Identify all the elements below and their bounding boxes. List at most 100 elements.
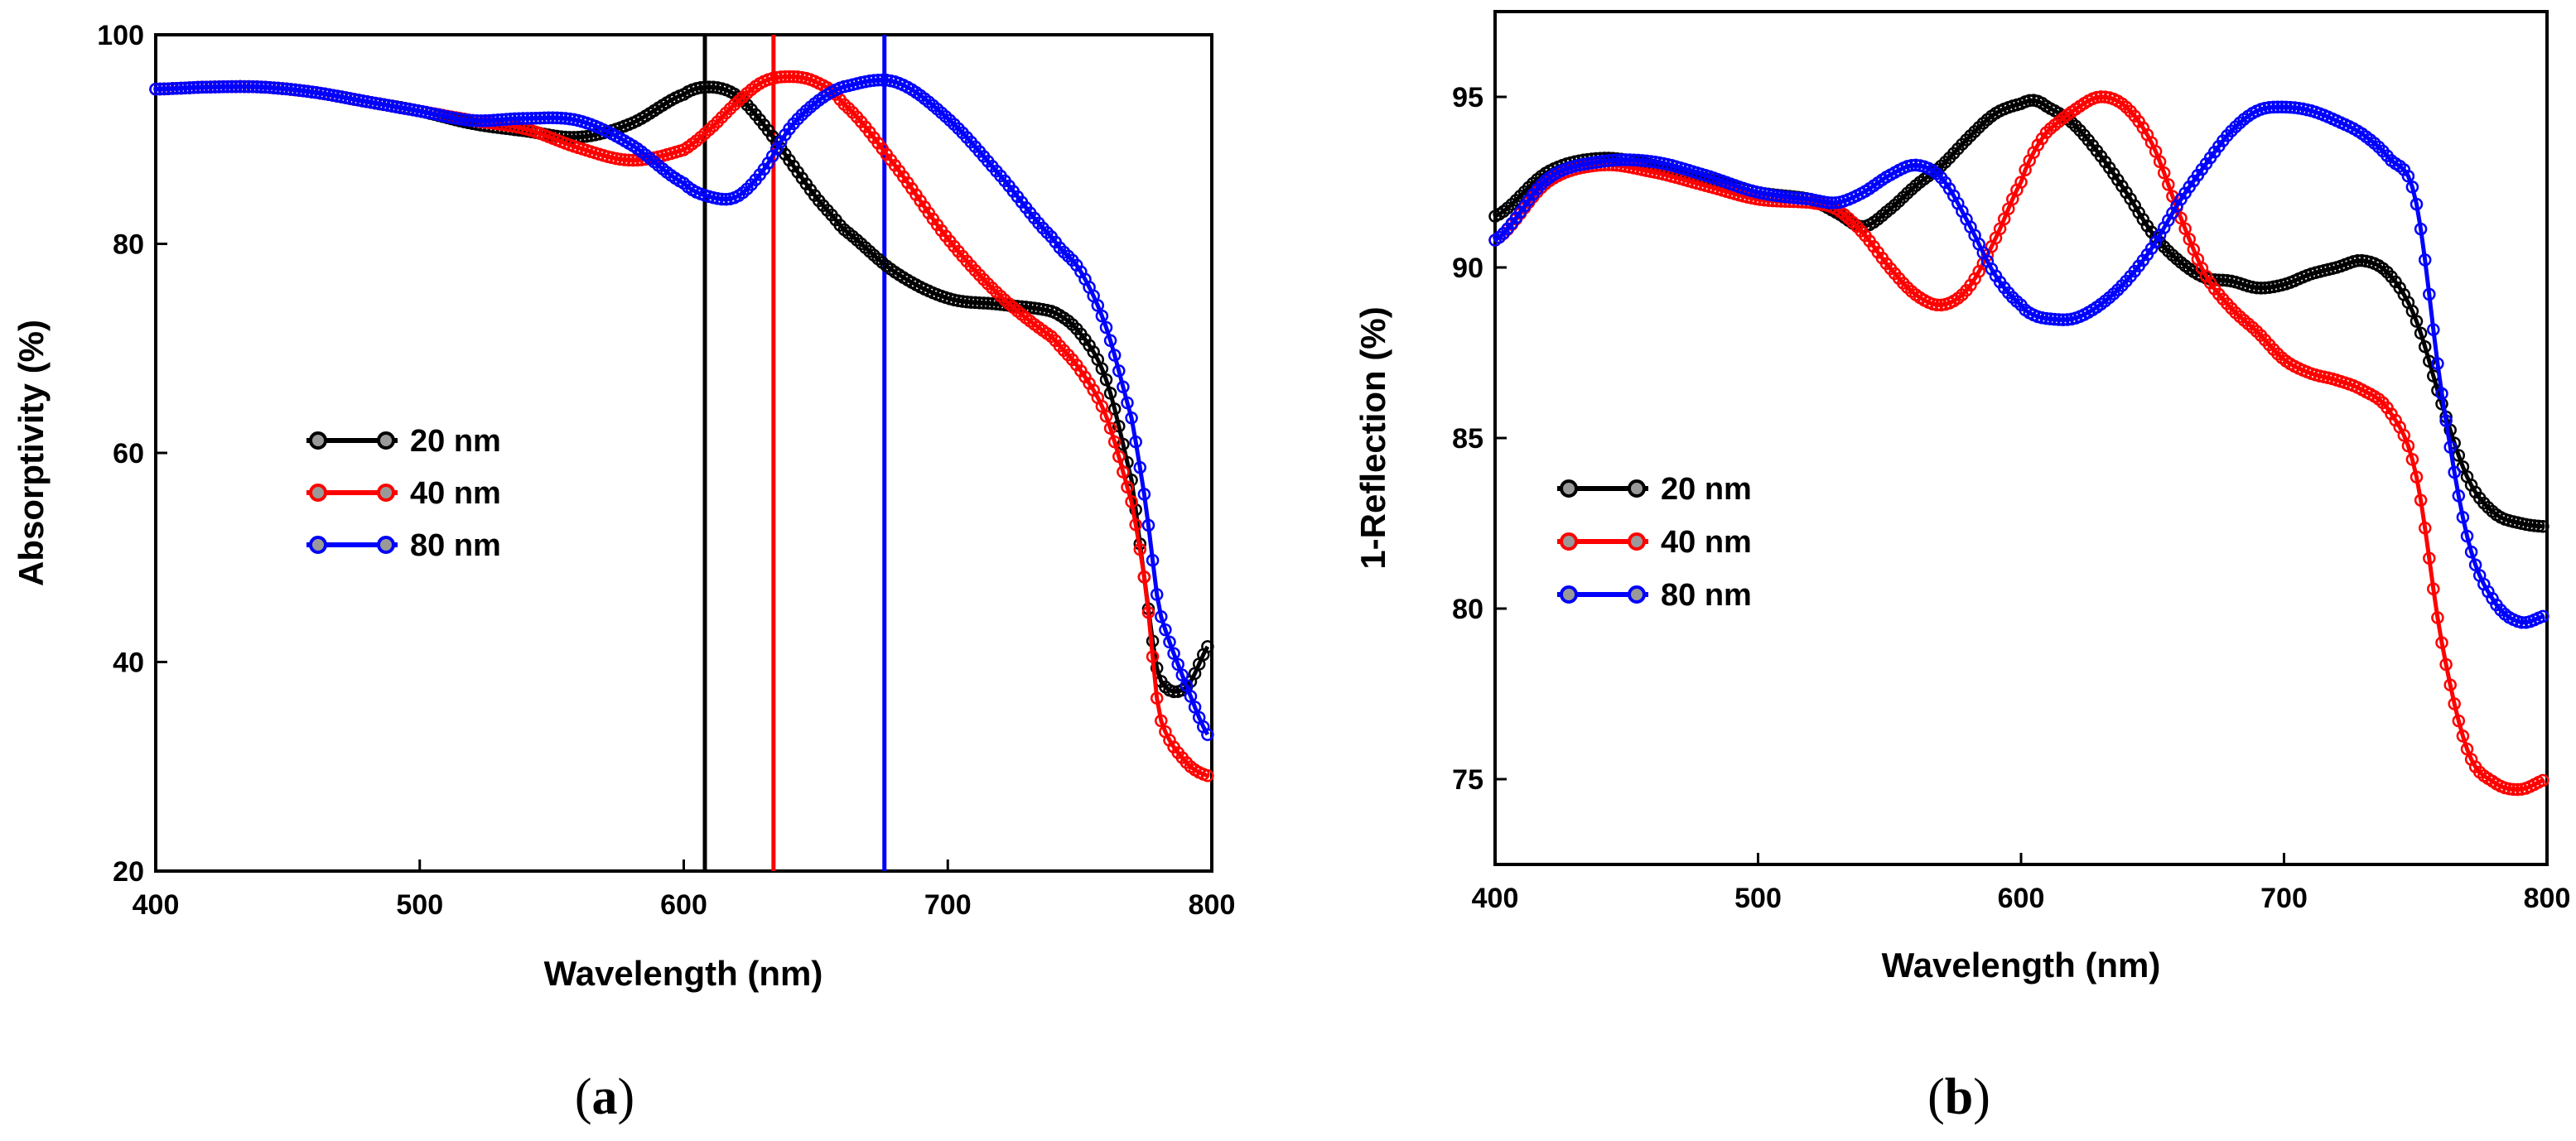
panel-a-y-axis-title: Absorptivity (%) xyxy=(12,320,51,586)
panel-a-data-point xyxy=(626,153,640,167)
panel-a-data-point xyxy=(183,81,196,94)
panel-b-x-tick-label: 800 xyxy=(2524,883,2571,914)
panel-a-data-point xyxy=(470,114,484,128)
panel-a-data-point xyxy=(174,81,188,95)
panel-b-data-point xyxy=(2532,519,2545,533)
panel-b-data-point xyxy=(1631,153,1645,167)
panel-b-data-point xyxy=(2456,510,2470,524)
panel-a-data-point xyxy=(779,70,792,84)
panel-a-series-line xyxy=(155,78,1210,736)
panel-a-data-point xyxy=(538,111,551,125)
panel-b-data-point xyxy=(2536,609,2549,623)
panel-a-data-point xyxy=(499,113,514,126)
panel-b-data-point xyxy=(2271,100,2284,114)
panel-b-y-axis-title: 1-Reflection (%) xyxy=(1353,306,1392,569)
panel-b-data-point xyxy=(2258,281,2272,295)
panel-a-data-point xyxy=(1133,542,1147,556)
panel-b-data-point xyxy=(1821,195,1835,209)
panel-b-data-point xyxy=(1800,192,1813,205)
panel-a-data-point xyxy=(1137,570,1151,584)
panel-a-data-point xyxy=(258,80,273,94)
panel-a-data-point xyxy=(702,80,716,94)
panel-b-data-point xyxy=(2057,313,2070,326)
panel-a-data-point xyxy=(1121,480,1134,494)
panel-b-data-point xyxy=(2254,282,2268,295)
panel-a-data-point xyxy=(867,74,880,87)
panel-a-data-point xyxy=(254,80,268,94)
panel-b-data-point xyxy=(2431,357,2444,370)
panel-a-data-point xyxy=(525,112,538,125)
panel-b-data-point xyxy=(1909,158,1922,172)
panel-a-data-point xyxy=(487,113,500,128)
panel-a-data-point xyxy=(1129,518,1142,532)
panel-b-data-point xyxy=(1782,190,1797,204)
panel-a-data-point xyxy=(272,81,285,95)
panel-b-data-point xyxy=(2405,453,2419,466)
panel-a-data-point xyxy=(284,83,297,96)
panel-a-data-point xyxy=(1201,640,1214,653)
panel-b-data-point xyxy=(2456,729,2470,743)
panel-a-data-point xyxy=(1167,685,1180,699)
panel-a-legend-item: 20 nm xyxy=(306,424,501,459)
panel-a-legend-item: 80 nm xyxy=(306,528,501,563)
panel-b-data-point xyxy=(2183,233,2196,246)
panel-a-data-point xyxy=(542,111,556,125)
panel-a-data-point xyxy=(1117,465,1130,479)
panel-b-x-tick-label: 400 xyxy=(1472,883,1519,914)
panel-a-data-point xyxy=(1150,691,1164,705)
panel-b-legend-item: 40 nm xyxy=(1557,525,1752,560)
panel-a-data-point xyxy=(1150,662,1164,675)
panel-b-legend-label: 20 nm xyxy=(1661,472,1752,507)
panel-a-data-point xyxy=(461,113,475,127)
panel-b-legend-marker xyxy=(1628,532,1646,551)
panel-a-data-point xyxy=(968,296,982,310)
panel-b-data-point xyxy=(1598,154,1611,168)
panel-a-data-point xyxy=(1133,460,1147,474)
panel-b-y-tick-label: 75 xyxy=(1452,764,1483,796)
panel-b-data-point xyxy=(1640,154,1653,168)
panel-a-data-point xyxy=(162,82,176,95)
panel-a-data-point xyxy=(200,80,213,94)
panel-a-data-point xyxy=(618,153,631,166)
panel-b-data-point xyxy=(2418,339,2432,354)
panel-b-y-tick-label: 80 xyxy=(1452,594,1483,625)
panel-b-data-point xyxy=(2414,222,2428,236)
panel-b-data-point xyxy=(2178,222,2192,235)
panel-a-data-point xyxy=(229,79,243,94)
panel-b-series-line xyxy=(1493,104,2544,625)
panel-a-data-point xyxy=(986,296,999,311)
panel-a-data-point xyxy=(225,79,239,94)
panel-b-legend-label: 80 nm xyxy=(1661,578,1752,613)
panel-a-data-point xyxy=(558,112,572,125)
panel-a-data-point xyxy=(157,82,171,96)
panel-b-data-point xyxy=(1614,153,1628,166)
panel-a-x-tick-label: 700 xyxy=(924,889,972,921)
panel-b-series-80-nm xyxy=(1488,100,2549,629)
panel-a-data-point xyxy=(521,112,534,125)
panel-b-data-point xyxy=(2094,90,2108,104)
panel-a-data-point xyxy=(474,114,488,128)
panel-b-data-point xyxy=(2418,253,2432,267)
panel-b-data-point xyxy=(2405,181,2419,194)
panel-a-x-axis-title: Wavelength (nm) xyxy=(544,954,823,993)
panel-b-x-axis-title: Wavelength (nm) xyxy=(1882,946,2161,985)
panel-b-legend-item: 20 nm xyxy=(1557,472,1752,507)
panel-b-data-point xyxy=(1825,196,1839,209)
panel-a-data-point xyxy=(533,111,547,125)
panel-a-data-point xyxy=(1023,301,1037,315)
panel-b-y-tick-label: 95 xyxy=(1452,82,1483,113)
panel-b-reflection-chart: 400 500 600 700 800 75 80 85 90 95 Wavelength (nm… xyxy=(1353,10,2571,1125)
panel-a-data-point xyxy=(707,80,720,94)
panel-a-data-point xyxy=(512,112,526,125)
panel-a-data-point xyxy=(1078,370,1092,384)
panel-b-data-point xyxy=(2170,200,2183,213)
panel-a-data-point xyxy=(1107,435,1122,449)
panel-a-legend-marker xyxy=(377,484,395,502)
panel-a-data-point xyxy=(1188,700,1202,714)
panel-a-data-point xyxy=(195,80,209,94)
panel-a-data-point xyxy=(187,80,200,94)
panel-a-y-tick-label: 20 xyxy=(113,856,144,888)
panel-b-legend-marker xyxy=(1628,585,1646,604)
panel-b-data-point xyxy=(2452,489,2466,503)
panel-a-data-point xyxy=(149,82,162,96)
